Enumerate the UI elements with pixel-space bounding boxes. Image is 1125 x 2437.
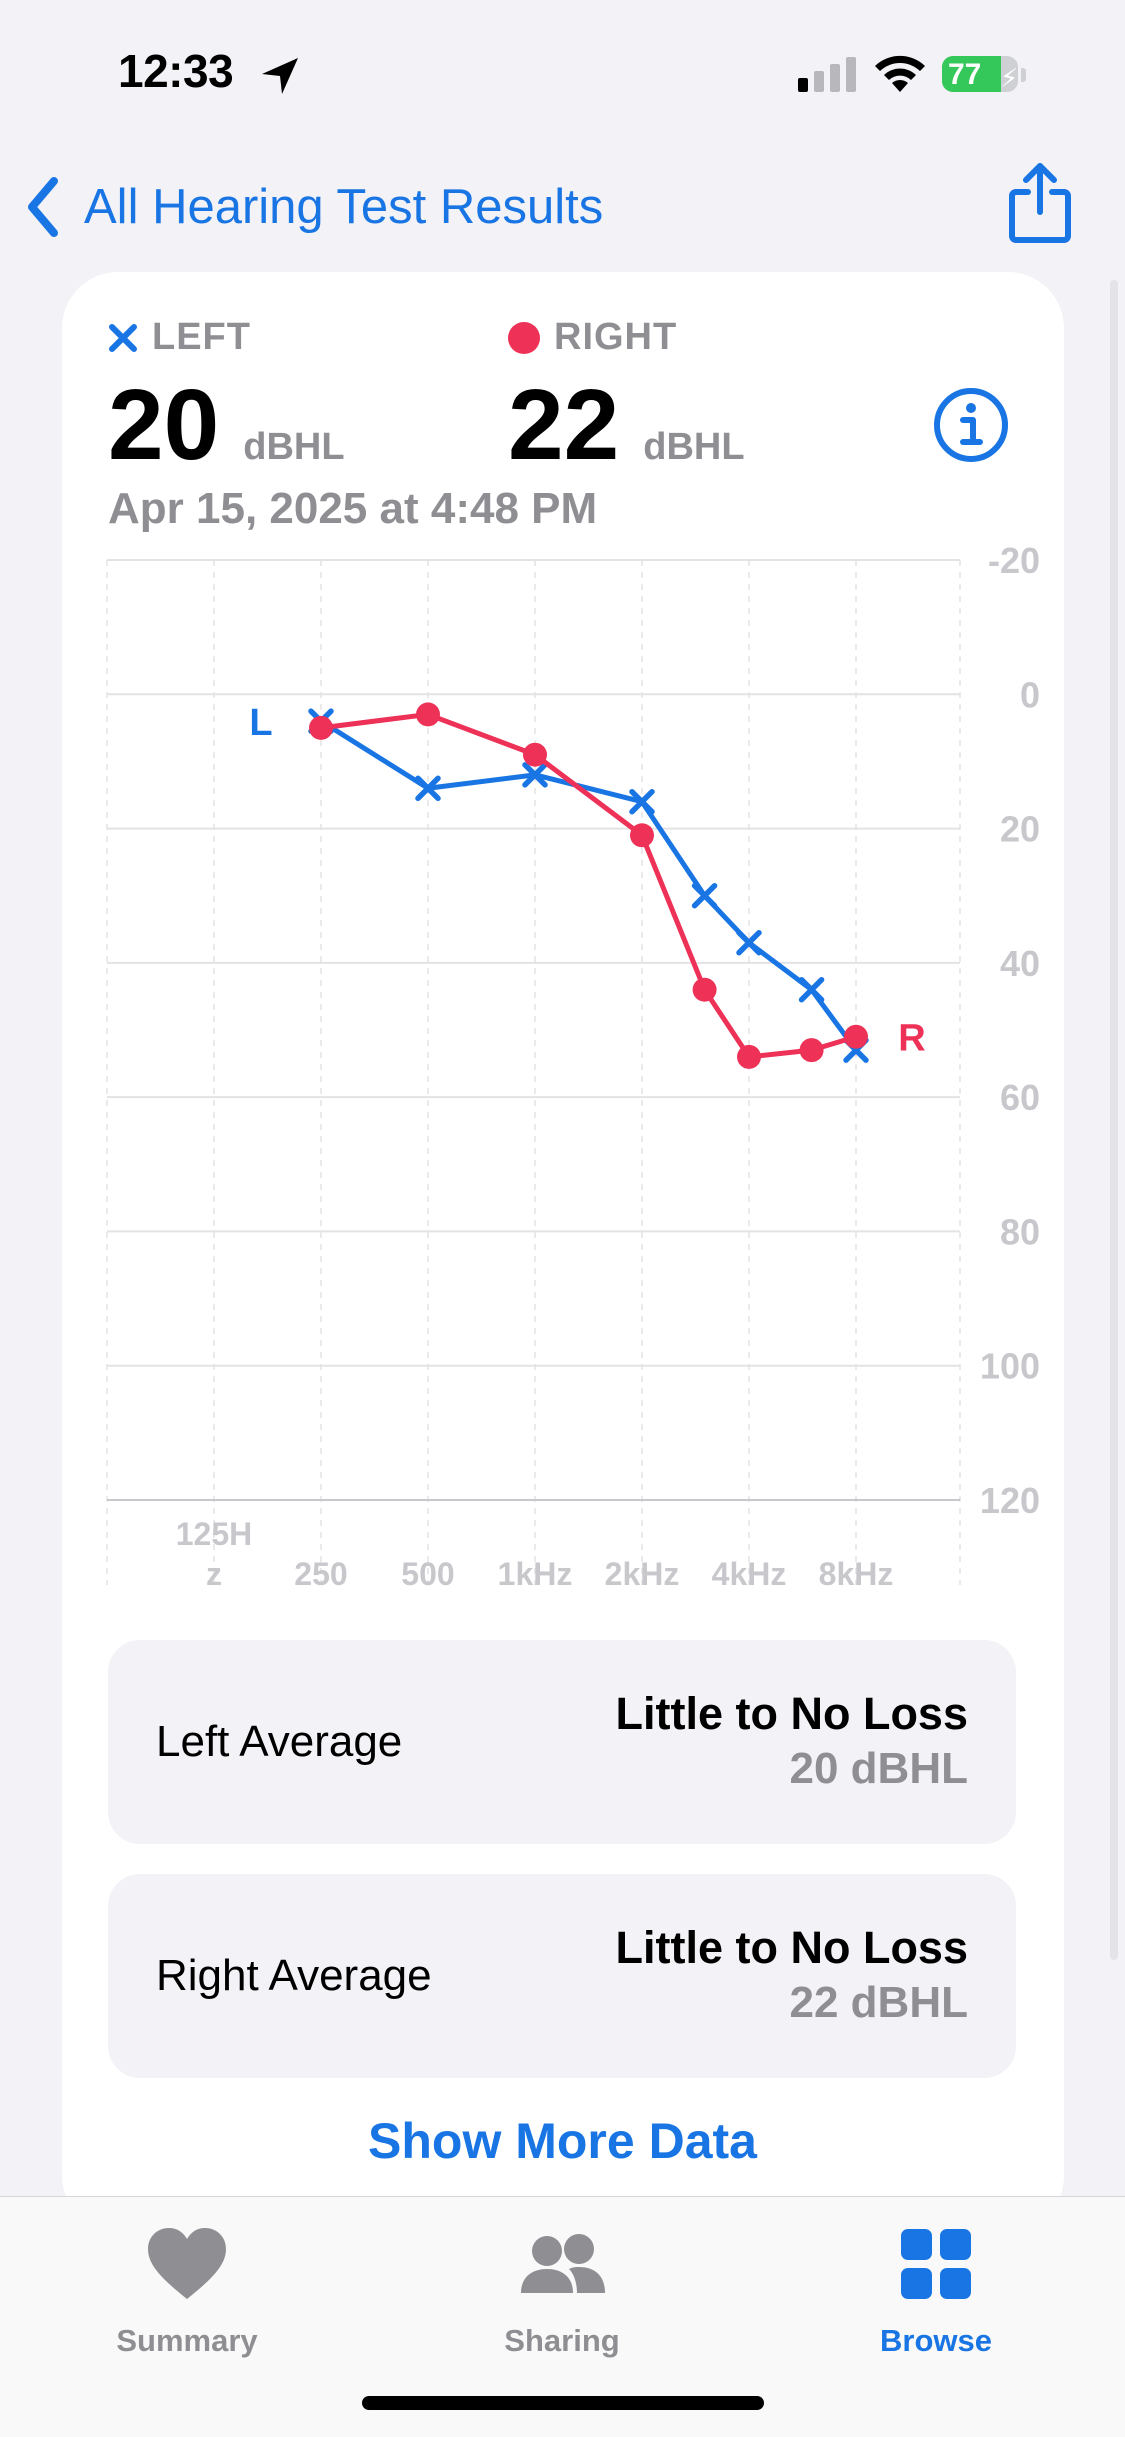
- y-tick-label: 20: [1000, 809, 1040, 850]
- right-data-point: [799, 1038, 824, 1063]
- right-dot-icon: [508, 321, 540, 354]
- right-value: 22: [508, 369, 620, 481]
- tab-summary[interactable]: Summary: [67, 2219, 307, 2359]
- right-average-value: 22 dBHL: [789, 1978, 968, 2027]
- tab-browse-label: Browse: [880, 2323, 992, 2358]
- tab-summary-label: Summary: [116, 2323, 258, 2358]
- left-data-point: [415, 775, 441, 802]
- tab-browse[interactable]: Browse: [816, 2219, 1056, 2359]
- x-tick-label: 250: [294, 1556, 347, 1592]
- location-arrow-icon: [262, 58, 298, 94]
- right-data-point: [309, 715, 333, 740]
- left-average-title: Left Average: [156, 1717, 403, 1766]
- left-value-group: 20 dBHL: [108, 375, 345, 475]
- left-average-classification: Little to No Loss: [615, 1688, 969, 1739]
- left-average-row: Left Average Little to No Loss 20 dBHL: [108, 1640, 1016, 1844]
- info-icon[interactable]: [932, 386, 1010, 464]
- tab-sharing[interactable]: Sharing: [442, 2219, 682, 2359]
- right-data-point: [692, 977, 717, 1002]
- x-tick-label: 500: [401, 1556, 454, 1592]
- y-tick-label: 40: [1000, 943, 1040, 984]
- right-data-point: [737, 1044, 761, 1069]
- wifi-icon: [875, 55, 925, 92]
- right-data-point: [844, 1024, 868, 1049]
- share-icon[interactable]: [1004, 160, 1076, 246]
- left-data-point: [736, 929, 762, 956]
- test-date: Apr 15, 2025 at 4:48 PM: [108, 484, 598, 533]
- audiogram-chart: -20 0 20 40 60 80 100 120 125H z 250 500 1kHz 2kHz 4kH…: [106, 540, 1040, 1592]
- right-average-classification: Little to No Loss: [615, 1922, 969, 1973]
- x-tick-label: 8kHz: [819, 1556, 894, 1592]
- right-ear-header: RIGHT: [508, 316, 677, 359]
- x-tick-label: 125H z: [176, 1516, 253, 1592]
- y-tick-label: 120: [980, 1480, 1040, 1521]
- battery-percent: 77: [948, 58, 982, 91]
- x-tick-label: 1kHz: [498, 1556, 573, 1592]
- y-tick-label: 0: [1020, 674, 1040, 715]
- back-label: All Hearing Test Results: [84, 180, 604, 234]
- series-line-R: [318, 711, 859, 1060]
- y-tick-label: 80: [1000, 1211, 1040, 1252]
- right-data-point: [523, 742, 547, 767]
- left-data-point: [629, 788, 655, 815]
- chevron-left-icon: [28, 177, 58, 237]
- left-data-point: [522, 762, 548, 788]
- right-series-label: R: [898, 1018, 925, 1060]
- show-more-data-button[interactable]: Show More Data: [368, 2113, 757, 2169]
- right-label: RIGHT: [554, 316, 678, 358]
- tab-sharing-label: Sharing: [504, 2323, 620, 2358]
- left-data-point: [691, 882, 718, 909]
- charging-bolt-icon: ⚡: [1000, 63, 1018, 92]
- right-average-row: Right Average Little to No Loss 22 dBHL: [108, 1874, 1016, 2078]
- left-value: 20: [108, 369, 220, 481]
- x-tick-label: 2kHz: [605, 1556, 680, 1592]
- right-value-group: 22 dBHL: [508, 375, 745, 475]
- left-label: LEFT: [152, 316, 251, 358]
- series-line-L: [318, 718, 859, 1053]
- back-button[interactable]: All Hearing Test Results: [22, 172, 603, 242]
- status-time: 12:33: [118, 45, 234, 97]
- x-tick-label: 4kHz: [712, 1556, 787, 1592]
- right-data-point: [416, 702, 440, 727]
- left-average-value: 20 dBHL: [789, 1744, 968, 1793]
- y-tick-label: 60: [1000, 1077, 1040, 1118]
- left-data-point: [798, 976, 825, 1003]
- home-indicator: [362, 2396, 764, 2410]
- left-unit: dBHL: [243, 426, 345, 468]
- left-ear-header: LEFT: [108, 316, 251, 359]
- scroll-indicator: [1110, 280, 1118, 1960]
- left-series-label: L: [249, 702, 272, 744]
- grid-icon: [901, 2229, 971, 2299]
- battery-indicator: 77 ⚡: [942, 52, 1028, 96]
- heart-icon: [148, 2228, 226, 2299]
- people-icon: [521, 2234, 605, 2293]
- left-cross-icon: [109, 323, 137, 352]
- right-data-point: [630, 823, 654, 848]
- right-average-title: Right Average: [156, 1951, 432, 2000]
- y-tick-label: -20: [988, 540, 1040, 581]
- right-unit: dBHL: [643, 426, 745, 468]
- y-tick-label: 100: [980, 1346, 1040, 1387]
- cellular-signal-icon: [798, 57, 856, 92]
